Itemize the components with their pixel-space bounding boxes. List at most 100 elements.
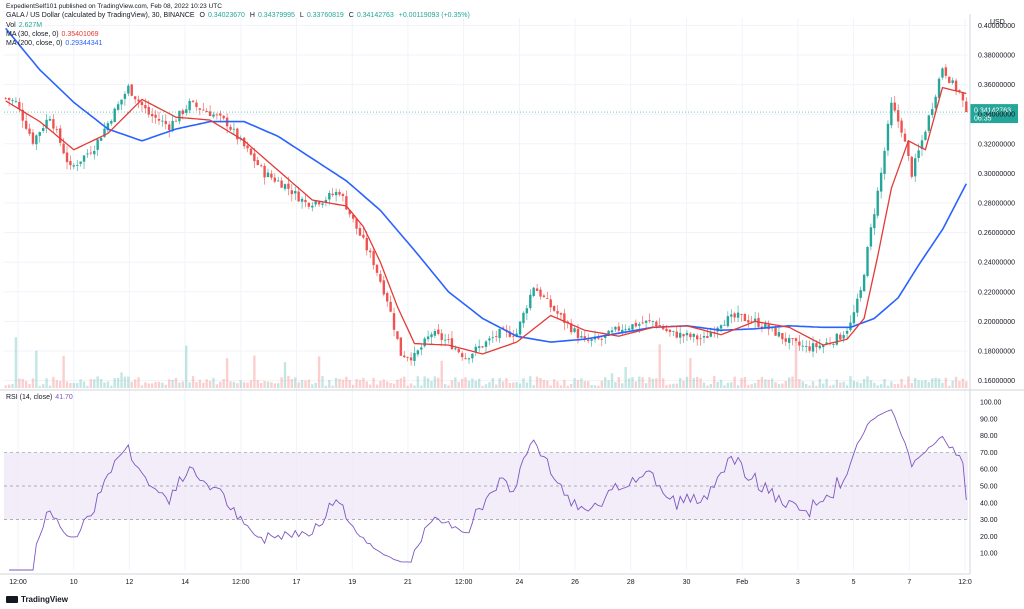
candle-body <box>672 330 675 332</box>
candle-body <box>682 334 685 337</box>
candle <box>157 111 161 125</box>
volume-bar <box>648 377 651 388</box>
candle-body <box>28 128 31 134</box>
volume-bar <box>539 378 542 388</box>
candle-body <box>331 193 334 196</box>
rsi-legend[interactable]: RSI (14, close) 41.70 <box>6 393 76 402</box>
volume-bar <box>430 381 433 388</box>
candle-body <box>341 194 345 197</box>
candle-body <box>174 120 178 122</box>
candle-body <box>191 100 195 102</box>
candle <box>297 187 300 202</box>
volume-bar <box>45 378 48 388</box>
volume-bar <box>198 379 202 388</box>
candle-body <box>317 202 321 205</box>
candle-body <box>607 330 610 336</box>
candle-body <box>641 322 644 324</box>
volume-bar <box>845 385 849 388</box>
volume-bar <box>883 378 886 388</box>
brand-name: TradingView <box>21 595 68 604</box>
volume-bar <box>733 376 736 388</box>
candle <box>229 124 232 131</box>
candle <box>365 231 368 256</box>
volume-bar <box>903 384 907 388</box>
candle-body <box>99 137 103 141</box>
candle <box>140 100 144 112</box>
candle <box>678 325 682 345</box>
volume-bar <box>787 377 791 388</box>
candle <box>311 202 314 212</box>
volume-bar <box>672 383 675 388</box>
volume-bar <box>798 379 801 388</box>
volume-bar <box>116 377 120 388</box>
volume-bar <box>937 378 941 388</box>
candle <box>52 114 55 134</box>
candle <box>263 163 266 185</box>
candle-body <box>958 90 961 92</box>
candle <box>38 131 41 143</box>
volume-bar <box>174 377 178 388</box>
candle-body <box>345 196 348 210</box>
time-tick-label: 14 <box>181 579 189 586</box>
candle-body <box>164 120 167 125</box>
candle-body <box>665 328 668 332</box>
volume-bar <box>556 381 559 388</box>
candle <box>879 167 883 199</box>
candle-body <box>583 336 586 339</box>
volume-bar <box>590 385 593 388</box>
time-tick-label: 19 <box>348 579 356 586</box>
volume-bar <box>41 384 45 388</box>
volume-bar <box>730 382 733 388</box>
ma200-legend[interactable]: MA (200, close, 0) 0.29344341 <box>6 39 105 48</box>
volume-bar <box>280 377 283 388</box>
candle <box>488 335 491 346</box>
candle-body <box>116 104 120 110</box>
candle-body <box>460 353 464 358</box>
candle <box>559 312 563 321</box>
low-value: 0.33760819 <box>306 12 344 19</box>
candle-body <box>273 177 276 182</box>
volume-legend[interactable]: Vol 2.627M <box>6 21 45 30</box>
candle-body <box>137 99 140 102</box>
candle <box>430 331 433 344</box>
candle-body <box>413 352 416 361</box>
candle-body <box>62 143 65 154</box>
candle-body <box>869 227 873 247</box>
volume-bar <box>815 385 818 388</box>
price-tick-label: 0.18000000 <box>978 349 1015 356</box>
volume-bar <box>593 385 597 388</box>
candle-body <box>55 129 58 130</box>
time-tick-label: 7 <box>907 579 911 586</box>
candle-body <box>426 336 430 340</box>
price-tick-label: 0.32000000 <box>978 141 1015 148</box>
candle-body <box>774 326 777 336</box>
ma30-legend[interactable]: MA (30, close, 0) 0.35401069 <box>6 30 102 39</box>
candle-body <box>38 132 41 136</box>
candle-body <box>604 335 607 338</box>
volume-bar <box>529 376 532 388</box>
volume-bar <box>358 380 362 388</box>
volume-bar <box>440 360 443 388</box>
candle <box>910 155 913 179</box>
volume-bar <box>283 362 287 388</box>
volume-bar <box>290 379 294 388</box>
candle-body <box>832 344 835 345</box>
volume-bar <box>426 378 430 388</box>
candle-body <box>529 294 532 309</box>
candle-body <box>638 323 641 326</box>
volume-bar <box>607 380 610 388</box>
volume-bar <box>794 341 798 388</box>
volume-bar <box>696 376 699 388</box>
volume-bar <box>321 376 324 388</box>
time-tick-label: Feb <box>736 579 748 586</box>
candle-body <box>675 331 678 338</box>
candle-body <box>552 306 556 311</box>
candle-body <box>481 346 484 348</box>
candle-body <box>566 321 569 323</box>
candle <box>481 345 484 349</box>
time-tick-label: 5 <box>852 579 856 586</box>
candle-body <box>743 313 747 321</box>
candle <box>440 329 443 346</box>
tradingview-logo[interactable]: TradingView <box>6 595 68 604</box>
